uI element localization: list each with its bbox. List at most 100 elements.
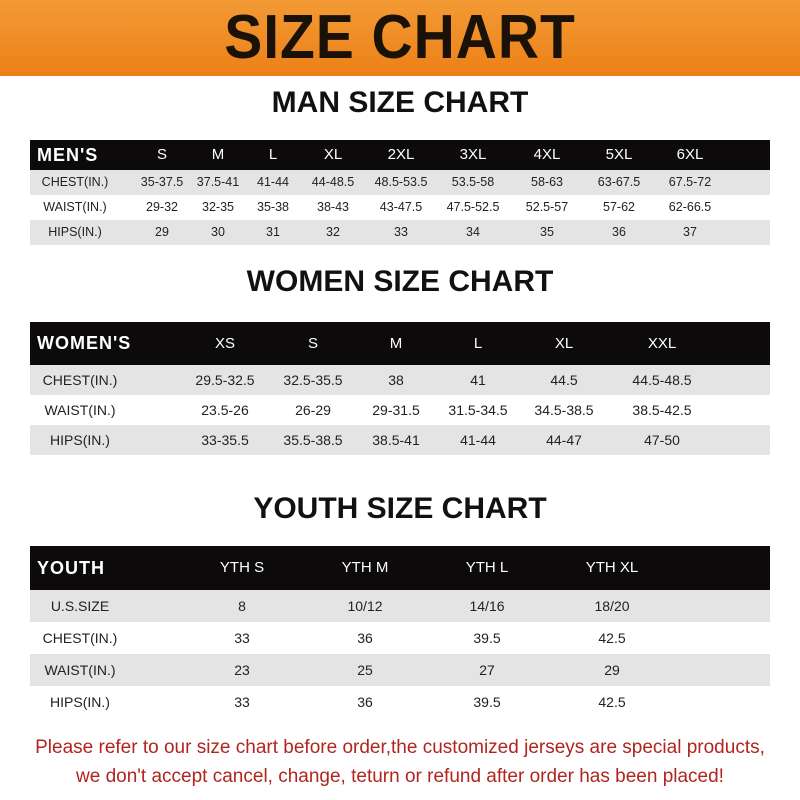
table-cell: 33	[234, 694, 250, 710]
measure-label: CHEST(IN.)	[42, 630, 118, 646]
table-cell: 10/12	[347, 598, 383, 614]
table-cell: 41-44	[257, 175, 289, 189]
table-cell: 33	[394, 225, 408, 239]
header-row: MEN'S S M L XL 2XL 3XL 4XL 5XL 6XL	[30, 140, 770, 170]
table-row: WAIST(IN.) 29-32 32-35 35-38 38-43 43-47.5 47.…	[30, 195, 770, 220]
table-cell: 32-35	[202, 200, 234, 214]
table-cell: 58-63	[531, 175, 563, 189]
header-row: WOMEN'S XS S M L XL XXL	[30, 322, 770, 365]
notice-line-2: we don't accept cancel, change, teturn o…	[76, 766, 724, 787]
size-header: M	[211, 146, 225, 163]
size-header: S	[307, 335, 319, 352]
table-cell: 26-29	[295, 402, 331, 418]
table-cell: 47-50	[644, 432, 680, 448]
table-cell: 44.5	[550, 372, 578, 388]
table-cell: 48.5-53.5	[374, 175, 428, 189]
table-cell: 38-43	[317, 200, 349, 214]
notice-line-1: Please refer to our size chart before or…	[35, 737, 765, 758]
table-label: YOUTH	[37, 558, 105, 578]
youth-title: YOUTH SIZE CHART	[253, 492, 547, 525]
men-title: MAN SIZE CHART	[271, 86, 529, 119]
table-cell: 47.5-52.5	[446, 200, 500, 214]
measure-label: U.S.SIZE	[50, 598, 110, 614]
table-cell: 14/16	[469, 598, 505, 614]
table-row: HIPS(IN.) 33-35.5 35.5-38.5 38.5-41 41-44 44-…	[30, 425, 770, 455]
table-cell: 39.5	[473, 630, 501, 646]
table-cell: 67.5-72	[668, 175, 712, 189]
size-header: YTH M	[341, 559, 389, 576]
table-cell: 35.5-38.5	[283, 432, 343, 448]
table-cell: 31	[266, 225, 280, 239]
measure-label: CHEST(IN.)	[41, 175, 109, 189]
table-cell: 37.5-41	[196, 175, 240, 189]
table-cell: 38.5-41	[372, 432, 420, 448]
measure-label: HIPS(IN.)	[50, 432, 110, 448]
table-row: WAIST(IN.) 23.5-26 26-29 29-31.5 31.5-34.5 34…	[30, 395, 770, 425]
table-cell: 57-62	[603, 200, 635, 214]
youth-size-table: YOUTH YTH S YTH M YTH L YTH XL U.S.SIZE 8 10/12…	[30, 546, 770, 718]
table-cell: 33	[234, 630, 250, 646]
table-cell: 18/20	[594, 598, 630, 614]
table-cell: 63-67.5	[597, 175, 641, 189]
men-size-table: MEN'S S M L XL 2XL 3XL 4XL 5XL 6XL CHEST(IN.) 35-37…	[30, 140, 770, 245]
table-cell: 35	[540, 225, 554, 239]
table-cell: 31.5-34.5	[448, 402, 508, 418]
table-cell: 38	[388, 372, 404, 388]
table-row: HIPS(IN.) 33 36 39.5 42.5	[30, 686, 770, 718]
size-header: 5XL	[605, 146, 633, 163]
table-cell: 37	[683, 225, 697, 239]
size-header: 6XL	[676, 146, 704, 163]
table-cell: 36	[357, 630, 373, 646]
size-header: L	[473, 335, 483, 352]
size-header: L	[268, 146, 278, 163]
size-header: M	[389, 335, 403, 352]
size-header: S	[156, 146, 168, 163]
table-row: CHEST(IN.) 29.5-32.5 32.5-35.5 38 41 44.5 44.5…	[30, 365, 770, 395]
header-row: YOUTH YTH S YTH M YTH L YTH XL	[30, 546, 770, 590]
table-row: U.S.SIZE 8 10/12 14/16 18/20	[30, 590, 770, 622]
size-header: XL	[554, 335, 574, 352]
table-cell: 52.5-57	[525, 200, 569, 214]
table-cell: 62-66.5	[668, 200, 712, 214]
table-cell: 42.5	[598, 630, 626, 646]
table-cell: 34.5-38.5	[534, 402, 594, 418]
measure-label: WAIST(IN.)	[44, 662, 116, 678]
measure-label: HIPS(IN.)	[48, 225, 102, 239]
table-cell: 29	[604, 662, 620, 678]
table-cell: 44.5-48.5	[632, 372, 692, 388]
table-cell: 25	[357, 662, 373, 678]
measure-label: CHEST(IN.)	[42, 372, 118, 388]
size-header: 3XL	[459, 146, 487, 163]
table-cell: 33-35.5	[201, 432, 249, 448]
table-cell: 32	[326, 225, 340, 239]
table-cell: 29-32	[146, 200, 178, 214]
table-cell: 43-47.5	[379, 200, 423, 214]
order-notice: Please refer to our size chart before or…	[0, 733, 800, 791]
banner: SIZE CHART	[0, 0, 800, 76]
table-cell: 23.5-26	[201, 402, 249, 418]
table-cell: 41	[470, 372, 486, 388]
table-cell: 36	[357, 694, 373, 710]
table-cell: 36	[612, 225, 626, 239]
table-cell: 29	[155, 225, 169, 239]
size-header: YTH L	[465, 559, 509, 576]
table-cell: 42.5	[598, 694, 626, 710]
table-cell: 39.5	[473, 694, 501, 710]
size-header: 4XL	[533, 146, 561, 163]
table-cell: 44-48.5	[311, 175, 355, 189]
table-row: HIPS(IN.) 29 30 31 32 33 34 35 36 37	[30, 220, 770, 245]
size-header: XL	[323, 146, 343, 163]
table-cell: 34	[466, 225, 480, 239]
table-row: WAIST(IN.) 23 25 27 29	[30, 654, 770, 686]
table-cell: 44-47	[546, 432, 582, 448]
size-header: 2XL	[387, 146, 415, 163]
table-cell: 53.5-58	[451, 175, 495, 189]
table-label: WOMEN'S	[37, 333, 132, 353]
table-cell: 32.5-35.5	[283, 372, 343, 388]
measure-label: HIPS(IN.)	[50, 694, 110, 710]
table-row: CHEST(IN.) 33 36 39.5 42.5	[30, 622, 770, 654]
table-label: MEN'S	[37, 145, 99, 165]
size-header: XS	[214, 335, 236, 352]
table-cell: 30	[211, 225, 225, 239]
size-header: XXL	[647, 335, 677, 352]
